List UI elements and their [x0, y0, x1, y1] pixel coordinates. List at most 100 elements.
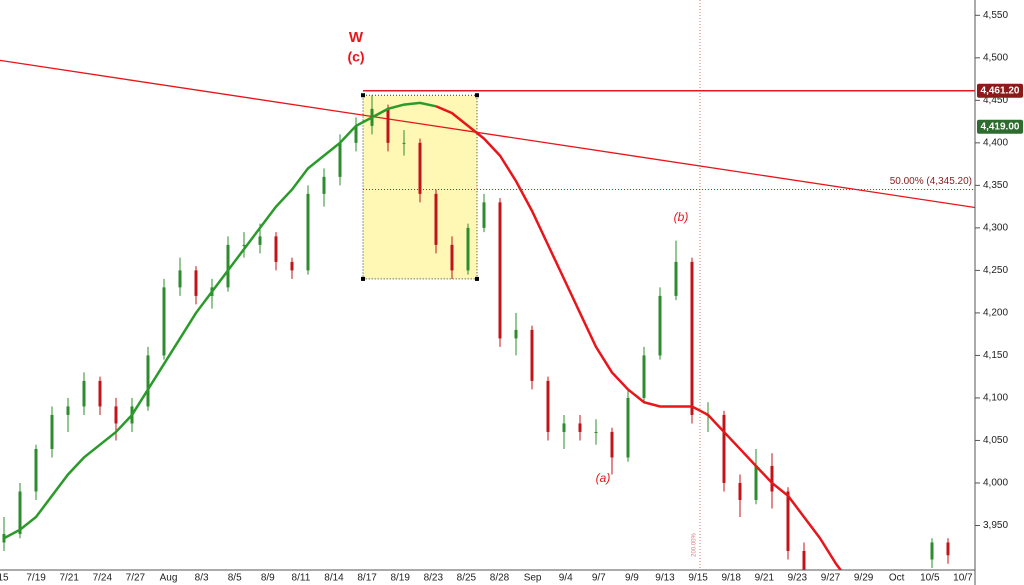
candle-body	[418, 142, 422, 194]
fib-label: 50.00% (4,345.20)	[890, 176, 972, 187]
wave-label: (a)	[596, 471, 611, 485]
candle-body	[626, 397, 630, 458]
candle-body	[690, 261, 694, 415]
y-tick-label: 4,200	[983, 308, 1008, 319]
y-tick-label: 4,000	[983, 478, 1008, 489]
candle-body	[306, 193, 310, 271]
x-tick-label: 9/7	[592, 573, 606, 584]
candle-body	[178, 270, 182, 288]
x-tick-label: 8/25	[457, 573, 477, 584]
candle-body	[274, 236, 278, 262]
candle-body	[610, 431, 614, 458]
candle-body	[402, 142, 406, 144]
x-tick-label: 8/28	[490, 573, 510, 584]
candle-body	[34, 448, 38, 492]
x-tick-label: 10/5	[920, 573, 940, 584]
x-tick-label: Oct	[889, 573, 905, 584]
x-tick-label: 9/27	[821, 573, 841, 584]
candle-body	[530, 329, 534, 381]
price-tag	[977, 83, 1023, 98]
box-handle	[475, 93, 479, 98]
candle-body	[786, 491, 790, 551]
x-tick-label: 10/7	[953, 573, 973, 584]
x-tick-label: Sep	[524, 573, 542, 584]
x-tick-label: 7/27	[126, 573, 146, 584]
candle-body	[434, 193, 438, 245]
x-tick-label: 8/9	[261, 573, 275, 584]
candle-body	[770, 465, 774, 492]
x-tick-label: 15	[0, 573, 9, 584]
x-tick-label: 9/23	[788, 573, 808, 584]
x-tick-label: 9/18	[721, 573, 741, 584]
candle-body	[514, 329, 518, 339]
vline-label: 200.00%	[692, 532, 698, 556]
x-tick-label: 8/11	[292, 573, 311, 584]
x-tick-label: Aug	[160, 573, 178, 584]
candle-body	[946, 542, 950, 556]
plot-area: 200.00% 50.00% (4,345.20)	[0, 0, 975, 570]
candle-body	[578, 423, 582, 432]
wave-label: (c)	[347, 49, 364, 65]
y-tick-label: 4,350	[983, 180, 1008, 191]
x-tick-label: 8/23	[424, 573, 444, 584]
candle-body	[98, 380, 102, 407]
candle-body	[18, 491, 22, 534]
candle-body	[642, 355, 646, 398]
x-tick-label: 8/5	[228, 573, 242, 584]
candle-body	[194, 270, 198, 296]
candle-body	[354, 125, 358, 143]
candle-body	[386, 108, 390, 143]
y-tick-label: 4,500	[983, 52, 1008, 63]
candle-body	[546, 380, 550, 432]
y-tick-label: 4,550	[983, 10, 1008, 21]
x-tick-label: 7/21	[59, 573, 79, 584]
candle-body	[562, 423, 566, 432]
candle-body	[722, 414, 726, 483]
candle-body	[594, 431, 598, 433]
x-tick-label: 9/21	[755, 573, 775, 584]
candle-body	[754, 465, 758, 500]
candle-body	[290, 261, 294, 271]
x-tick-label: 9/15	[688, 573, 708, 584]
price-tag-label: 4,419.00	[981, 121, 1020, 132]
x-tick-label: 8/3	[195, 573, 209, 584]
candle-body	[82, 380, 86, 407]
candle-body	[498, 202, 502, 339]
box-handle	[361, 93, 365, 98]
moving-average	[435, 105, 843, 570]
price-tag-label: 4,461.20	[981, 85, 1020, 96]
candle-body	[258, 236, 262, 245]
candle-body	[50, 414, 54, 449]
moving-average	[3, 101, 437, 540]
candle-body	[738, 482, 742, 500]
candle-body	[466, 227, 470, 271]
x-tick-label: 9/13	[655, 573, 675, 584]
y-tick-label: 3,950	[983, 520, 1008, 531]
y-tick-label: 4,150	[983, 350, 1008, 361]
y-tick-label: 4,400	[983, 137, 1008, 148]
candle-body	[658, 295, 662, 356]
candle-body	[338, 142, 342, 177]
candle-body	[66, 406, 70, 415]
x-tick-label: 7/24	[93, 573, 113, 584]
candle-body	[162, 287, 166, 356]
trendline	[0, 59, 975, 209]
candle-body	[482, 202, 486, 228]
wave-label: (b)	[674, 210, 689, 224]
wave-label: W	[349, 29, 364, 46]
y-tick-label: 4,100	[983, 393, 1008, 404]
box-handle	[361, 276, 365, 281]
candle-body	[226, 244, 230, 288]
price-tag	[977, 119, 1023, 134]
x-tick-label: 8/17	[357, 573, 377, 584]
y-tick-label: 4,250	[983, 265, 1008, 276]
x-tick-label: 8/14	[324, 573, 344, 584]
candle-body	[450, 244, 454, 271]
candle-body	[242, 244, 246, 246]
candle-body	[930, 542, 934, 560]
x-tick-label: 9/4	[559, 573, 573, 584]
candle-body	[114, 406, 118, 424]
candle-body	[802, 550, 806, 570]
